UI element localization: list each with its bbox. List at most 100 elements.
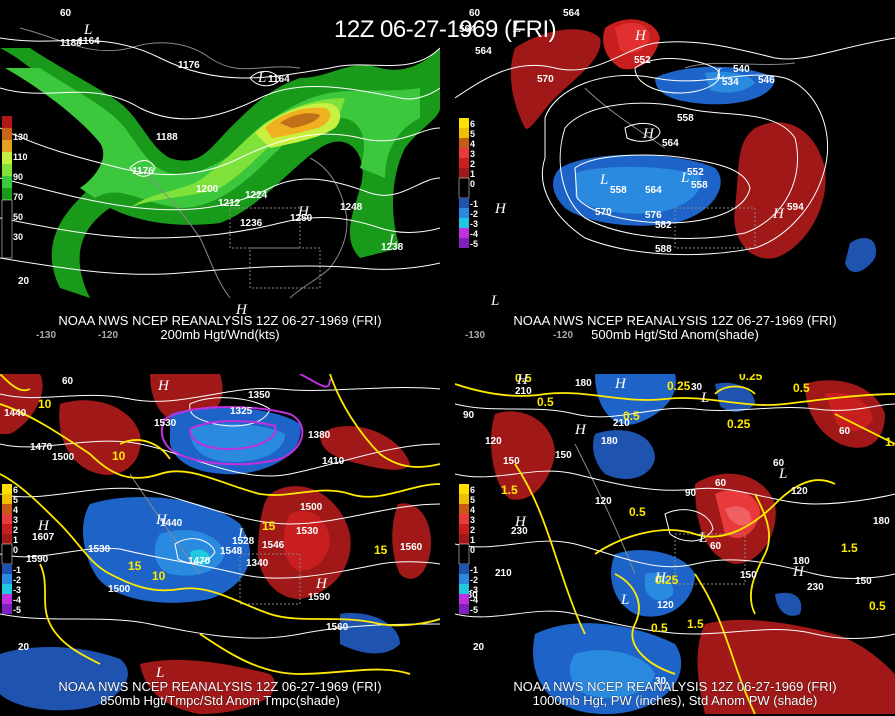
contour-label: 1164 xyxy=(268,74,290,85)
contour-label: 1410 xyxy=(322,456,345,467)
svg-text:4: 4 xyxy=(13,505,18,515)
pw-label: 1.5 xyxy=(841,541,858,555)
high-marker: H xyxy=(235,302,248,318)
lon-label: 60 xyxy=(62,376,74,387)
svg-text:90: 90 xyxy=(13,172,23,182)
contour-label: 90 xyxy=(685,488,697,499)
lon-label: -120 xyxy=(553,330,573,341)
contour-label: 564 xyxy=(475,46,492,57)
caption-field: 500mb Hgt/Std Anom(shade) xyxy=(591,327,759,342)
contour-label: 90 xyxy=(463,410,475,421)
lon-label: -120 xyxy=(98,330,118,341)
contour-label: 60 xyxy=(839,426,851,437)
contour-label: 1500 xyxy=(108,584,131,595)
contour-label: 230 xyxy=(511,526,528,537)
map-850mb: 10 10 10 15 15 15 1500 1440 1470 1500 15… xyxy=(0,374,440,714)
svg-text:3: 3 xyxy=(13,515,18,525)
temp-label: 10 xyxy=(152,569,166,583)
temp-label: 15 xyxy=(262,519,276,533)
svg-text:2: 2 xyxy=(13,525,18,535)
pw-label: 1.5 xyxy=(885,435,895,449)
svg-text:0: 0 xyxy=(470,179,475,189)
low-marker: L xyxy=(83,22,92,38)
contour-label: 180 xyxy=(601,436,618,447)
contour-label: 570 xyxy=(537,74,554,85)
svg-text:-3: -3 xyxy=(470,585,478,595)
contour-label: 1380 xyxy=(308,430,331,441)
legend-wind: 130 110 90 70 50 30 xyxy=(1,116,28,259)
contour-label: 210 xyxy=(515,386,532,397)
contour-label: 1560 xyxy=(326,622,349,633)
low-marker: L xyxy=(257,70,266,86)
lon-label: 20 xyxy=(18,276,30,287)
contour-label: 1530 xyxy=(296,526,319,537)
contour-label: 1530 xyxy=(88,544,111,555)
svg-text:1: 1 xyxy=(13,535,18,545)
svg-text:5: 5 xyxy=(470,495,475,505)
contour-label: 180 xyxy=(793,556,810,567)
caption-source: NOAA NWS NCEP REANALYSIS 12Z 06-27-1969 … xyxy=(58,313,382,328)
contour-label: 1188 xyxy=(60,38,82,49)
contour-label: 1560 xyxy=(400,542,423,553)
contour-label: 1176 xyxy=(132,166,154,177)
contour-label: 564 xyxy=(645,185,662,196)
contour-label: 558 xyxy=(691,180,708,191)
contour-label: 120 xyxy=(485,436,502,447)
contour-label: 150 xyxy=(855,576,872,587)
pw-label: 0.5 xyxy=(515,374,532,385)
contour-label: 230 xyxy=(807,582,824,593)
svg-text:-2: -2 xyxy=(13,575,21,585)
contour-label: 60 xyxy=(773,458,785,469)
high-marker: H xyxy=(514,514,527,530)
high-marker: H xyxy=(315,576,328,592)
contour-label: 1607 xyxy=(32,532,55,543)
contour-label: 540 xyxy=(733,64,750,75)
svg-text:6: 6 xyxy=(13,485,18,495)
contour-label: 1238 xyxy=(381,242,404,253)
high-marker: H xyxy=(155,512,168,528)
temp-label: 15 xyxy=(128,559,142,573)
legend-anomaly: 6 5 4 3 2 1 0 -1 -2 -3 -4 -5 xyxy=(458,484,478,615)
contour-label: 60 xyxy=(710,541,722,552)
svg-text:-3: -3 xyxy=(470,219,478,229)
svg-text:4: 4 xyxy=(470,139,475,149)
svg-text:30: 30 xyxy=(13,232,23,242)
svg-text:5: 5 xyxy=(13,495,18,505)
map-1000mb: 0.5 0.5 0.5 0.25 0.25 0.5 0.25 1.5 1.5 0… xyxy=(455,374,895,715)
contour-label: 120 xyxy=(595,496,612,507)
contour-label: 1440 xyxy=(4,408,27,419)
map-title: 12Z 06-27-1969 (FRI) xyxy=(334,16,557,43)
contour-label: 1200 xyxy=(196,184,219,195)
map-500mb: 564 564 564 570 552 540 546 534 558 564 … xyxy=(455,8,895,341)
high-marker: H xyxy=(642,126,655,142)
contour-label: 558 xyxy=(610,185,627,196)
low-marker: L xyxy=(698,530,707,546)
high-marker: H xyxy=(516,374,529,388)
contour-label: 1500 xyxy=(300,502,323,513)
contour-label: 1530 xyxy=(154,418,177,429)
low-marker: L xyxy=(700,390,709,406)
pw-label: 0.25 xyxy=(739,374,763,383)
contour-label: 210 xyxy=(613,418,630,429)
svg-text:2: 2 xyxy=(470,159,475,169)
svg-text:-2: -2 xyxy=(470,575,478,585)
contour-label: 1350 xyxy=(248,390,271,401)
svg-text:-1: -1 xyxy=(13,565,21,575)
contour-label: 210 xyxy=(495,568,512,579)
svg-text:130: 130 xyxy=(13,132,28,142)
contour-label: 1176 xyxy=(178,60,200,71)
panel-200mb: 60 1188 1176 1164 1188 1176 1200 1212 12… xyxy=(0,8,440,350)
caption-field: 1000mb Hgt, PW (inches), Std Anom PW (sh… xyxy=(532,693,818,708)
lon-label: 564 xyxy=(563,8,580,19)
caption-source: NOAA NWS NCEP REANALYSIS 12Z 06-27-1969 … xyxy=(513,313,837,328)
svg-text:0: 0 xyxy=(470,545,475,555)
svg-text:110: 110 xyxy=(13,152,28,162)
pw-label: 0.25 xyxy=(727,417,751,431)
contour-label: 150 xyxy=(555,450,572,461)
low-marker: L xyxy=(620,592,629,608)
svg-text:-2: -2 xyxy=(470,209,478,219)
legend-anomaly: 6 5 4 3 2 1 0 -1 -2 -3 -4 -5 xyxy=(1,484,21,615)
contour-label: 1212 xyxy=(218,198,241,209)
caption-field: 850mb Hgt/Tmpc/Std Anom Tmpc(shade) xyxy=(100,693,340,708)
contour-label: 1500 xyxy=(86,374,109,377)
